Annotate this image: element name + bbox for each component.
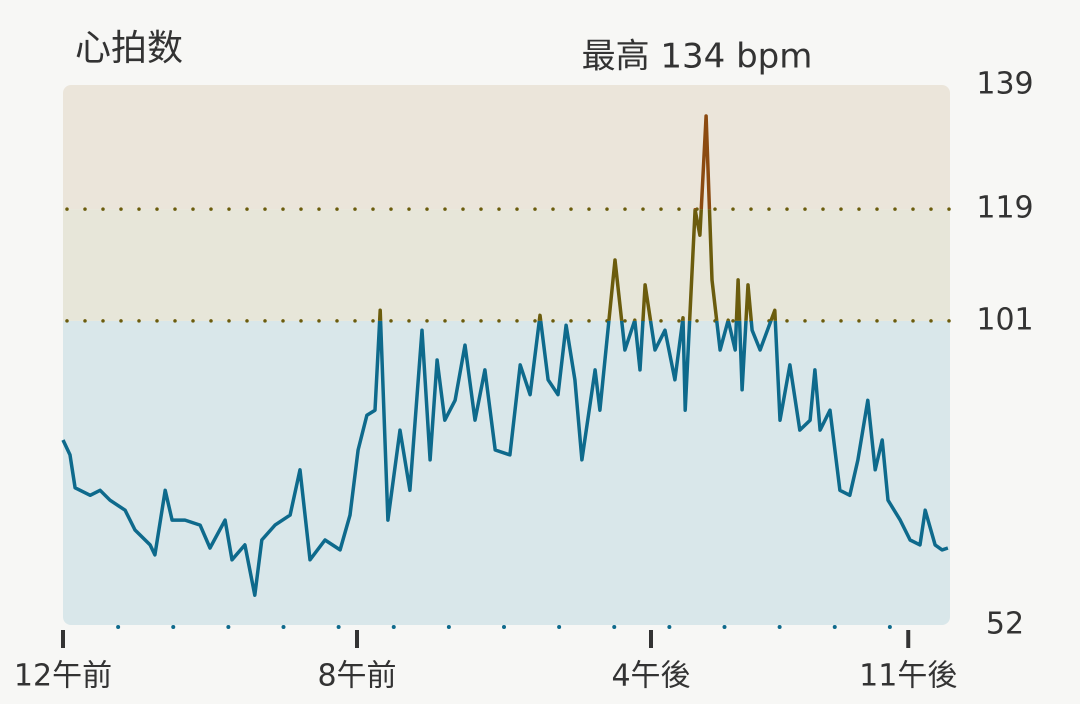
zone-band — [63, 85, 950, 210]
axis-dot — [557, 625, 562, 629]
axis-dot — [336, 625, 341, 629]
zone-band — [63, 320, 950, 625]
x-tick-label: 4午後 — [611, 659, 690, 694]
y-tick-label: 119 — [976, 191, 1033, 226]
plot-background — [63, 85, 950, 625]
axis-dot — [667, 625, 672, 629]
chart-title: 心拍数 — [75, 28, 183, 69]
axis-dot — [116, 625, 121, 629]
axis-dot — [171, 625, 176, 629]
y-tick-label: 52 — [986, 607, 1024, 642]
x-tick-label: 12午前 — [14, 659, 112, 694]
axis-dot — [446, 625, 451, 629]
axis-dot — [391, 625, 396, 629]
axis-dot — [612, 625, 617, 629]
axis-dot — [832, 625, 837, 629]
zone-band — [63, 209, 950, 321]
axis-dot — [281, 625, 286, 629]
chart-subtitle: 最高 134 bpm — [582, 37, 813, 77]
axis-dot — [722, 625, 727, 629]
axis-dot — [887, 625, 892, 629]
x-tick-label: 8午前 — [317, 659, 396, 694]
y-tick-label: 139 — [976, 67, 1033, 102]
axis-dot — [226, 625, 231, 629]
x-tick-label: 11午後 — [859, 659, 957, 694]
y-tick-label: 101 — [976, 302, 1033, 337]
heart-rate-line — [61, 320, 949, 597]
axis-dot — [777, 625, 782, 629]
axis-dot — [502, 625, 506, 629]
